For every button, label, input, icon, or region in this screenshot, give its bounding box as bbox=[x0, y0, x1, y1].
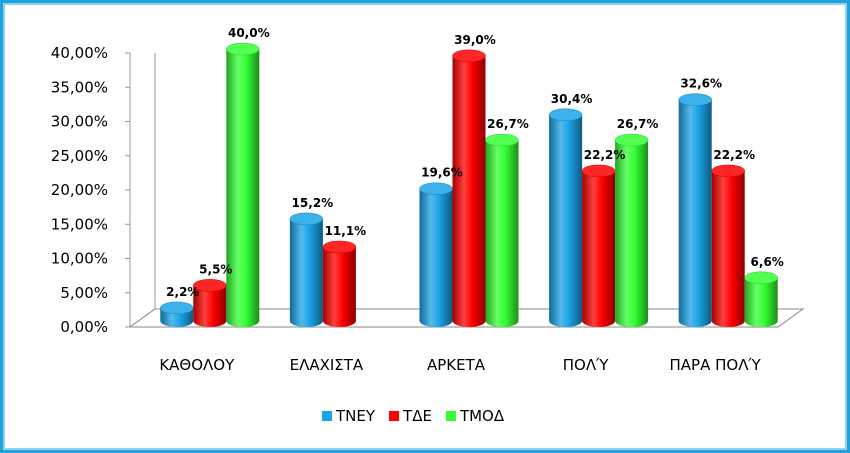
bar-body bbox=[193, 285, 227, 327]
bar-cap bbox=[452, 49, 486, 63]
legend-item: ΤΝΕΥ bbox=[322, 407, 376, 425]
bar-body bbox=[711, 170, 745, 327]
bar bbox=[226, 42, 260, 327]
data-label: 26,7% bbox=[487, 117, 529, 131]
bar bbox=[614, 133, 649, 327]
bars bbox=[160, 42, 778, 327]
bar-body bbox=[615, 140, 649, 327]
y-tick-label: 20,00% bbox=[51, 181, 108, 199]
data-label: 2,2% bbox=[166, 285, 199, 299]
bar-cap bbox=[485, 133, 519, 147]
bar-cap bbox=[744, 271, 778, 285]
y-tick-label: 5,00% bbox=[60, 284, 108, 302]
bar bbox=[678, 93, 712, 327]
bar-cap bbox=[226, 42, 260, 56]
legend: ΤΝΕΥ ΤΔΕ ΤΜΟΔ bbox=[322, 407, 505, 425]
bar-body bbox=[419, 188, 453, 327]
category-label: ΑΡΚΕΤΑ bbox=[427, 356, 486, 374]
bar bbox=[581, 164, 616, 327]
bar-cap bbox=[678, 93, 712, 106]
data-label: 6,6% bbox=[751, 255, 784, 269]
data-labels: 2,2%5,5% 40,0% 15,2% 11,1% 19,6% 39,0% 26,7% 30… bbox=[166, 26, 784, 299]
bar bbox=[322, 240, 357, 327]
data-label: 15,2% bbox=[292, 196, 334, 210]
y-tick-label: 0,00% bbox=[60, 318, 108, 336]
bar-cap bbox=[614, 133, 649, 147]
bar bbox=[485, 133, 519, 327]
bar bbox=[548, 108, 583, 327]
bar bbox=[193, 279, 227, 327]
bar-cap bbox=[711, 164, 745, 178]
data-label: 11,1% bbox=[325, 224, 367, 238]
bar bbox=[289, 212, 324, 327]
data-label: 19,6% bbox=[421, 166, 463, 180]
y-tick-label: 25,00% bbox=[51, 147, 108, 165]
legend-item: ΤΜΟΔ bbox=[445, 407, 505, 425]
back-wall-edge bbox=[129, 53, 156, 328]
bar-body bbox=[452, 55, 486, 327]
y-tick-label: 35,00% bbox=[51, 78, 108, 96]
legend-label: ΤΔΕ bbox=[402, 407, 432, 425]
bar-cap bbox=[160, 301, 194, 315]
bar-cap bbox=[548, 108, 583, 122]
bar-cap bbox=[289, 212, 324, 226]
bar bbox=[744, 271, 778, 327]
data-label: 39,0% bbox=[454, 33, 496, 47]
bar bbox=[452, 49, 486, 327]
bar-body bbox=[678, 99, 712, 327]
bar-body bbox=[322, 246, 356, 327]
category-label: ΚΑΘΟΛΟΥ bbox=[159, 356, 235, 374]
y-tick-label: 40,00% bbox=[51, 44, 108, 62]
bar-body bbox=[744, 277, 778, 327]
bar bbox=[419, 182, 453, 327]
bar-body bbox=[226, 49, 260, 327]
bar bbox=[160, 301, 194, 327]
bar-cap bbox=[322, 240, 357, 254]
data-label: 32,6% bbox=[680, 77, 722, 91]
category-label: ΕΛΑΧΙΣΤΑ bbox=[290, 356, 364, 374]
y-tick-label: 10,00% bbox=[51, 250, 108, 268]
data-label: 5,5% bbox=[199, 262, 232, 276]
legend-swatch bbox=[322, 411, 332, 421]
bar-cap bbox=[581, 164, 616, 178]
bar-cap bbox=[419, 182, 453, 195]
bar-body bbox=[582, 170, 616, 327]
data-label: 22,2% bbox=[584, 148, 626, 162]
bar-body bbox=[549, 114, 583, 327]
bar-body bbox=[485, 140, 519, 327]
legend-swatch bbox=[389, 411, 400, 421]
category-label: ΠΟΛΎ bbox=[563, 356, 609, 374]
legend-swatch bbox=[445, 411, 456, 421]
bar-body bbox=[289, 218, 323, 327]
y-axis-ticks: 0,00% 5,00% 10,00% 15,00% 20,00% 25,00% 30,00%… bbox=[51, 44, 130, 336]
data-label: 40,0% bbox=[228, 26, 270, 40]
legend-label: ΤΜΟΔ bbox=[459, 407, 505, 425]
category-labels: ΚΑΘΟΛΟΥ ΕΛΑΧΙΣΤΑ ΑΡΚΕΤΑ ΠΟΛΎ ΠΑΡΑ ΠΟΛΎ bbox=[159, 356, 761, 374]
y-tick-label: 15,00% bbox=[51, 215, 108, 233]
category-label: ΠΑΡΑ ΠΟΛΎ bbox=[670, 356, 762, 374]
data-label: 22,2% bbox=[713, 148, 755, 162]
legend-item: ΤΔΕ bbox=[389, 407, 432, 425]
y-tick-label: 30,00% bbox=[51, 113, 108, 131]
data-label: 26,7% bbox=[617, 117, 659, 131]
legend-label: ΤΝΕΥ bbox=[335, 407, 376, 425]
data-label: 30,4% bbox=[551, 92, 593, 106]
bar bbox=[711, 164, 745, 327]
